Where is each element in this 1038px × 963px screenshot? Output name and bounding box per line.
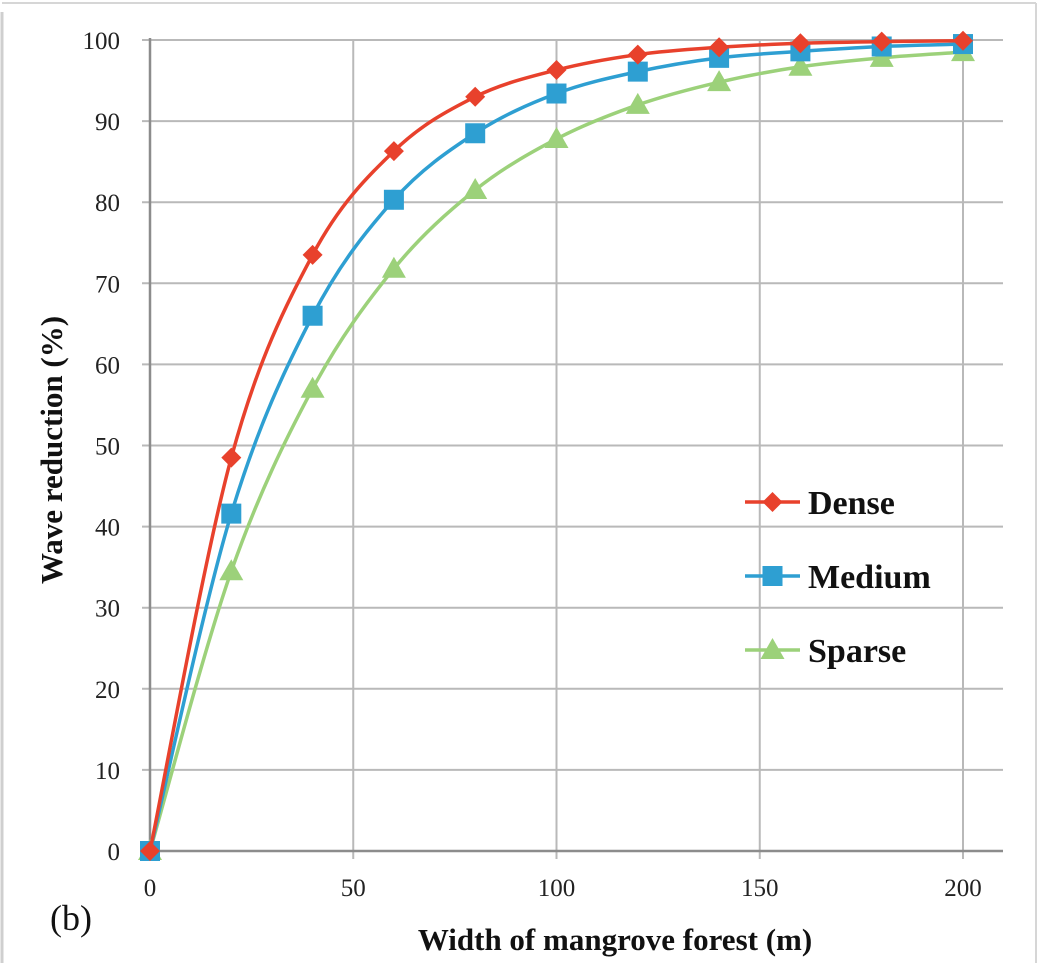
- y-tick-label: 80: [95, 190, 120, 217]
- legend: Dense Medium Sparse: [745, 485, 931, 670]
- gridlines: [142, 39, 1003, 859]
- x-tick-label: 0: [144, 875, 157, 902]
- y-tick-label: 90: [95, 109, 120, 136]
- data-point-medium: [465, 123, 486, 144]
- data-point-medium: [221, 503, 242, 524]
- legend-label-sparse: Sparse: [808, 633, 906, 670]
- y-tick-label: 100: [83, 28, 121, 55]
- legend-item-sparse: Sparse: [745, 633, 906, 670]
- legend-marker-sparse: [760, 638, 785, 659]
- data-point-dense: [790, 33, 811, 54]
- data-point-medium: [627, 61, 648, 82]
- data-point-medium: [302, 305, 323, 326]
- data-point-medium: [383, 189, 404, 210]
- data-point-dense: [140, 841, 160, 861]
- legend-item-medium: Medium: [745, 559, 931, 596]
- data-point-dense: [953, 30, 973, 51]
- data-point-sparse: [625, 92, 650, 114]
- data-point-sparse: [544, 126, 569, 148]
- y-tick-label: 0: [108, 839, 121, 866]
- data-point-dense: [627, 44, 648, 65]
- data-point-dense: [709, 37, 730, 58]
- y-axis-title: Wave reduction (%): [34, 316, 69, 584]
- y-tick-label: 70: [95, 271, 120, 298]
- data-point-sparse: [463, 178, 488, 200]
- y-tick-label: 10: [95, 758, 120, 785]
- series-dense: [140, 30, 973, 861]
- data-point-dense: [465, 86, 486, 107]
- x-tick-label: 150: [741, 875, 779, 902]
- legend-label-dense: Dense: [808, 485, 895, 522]
- x-axis-title: Width of mangrove forest (m): [418, 922, 812, 957]
- x-tick-label: 100: [538, 875, 576, 902]
- data-point-sparse: [788, 54, 813, 76]
- data-point-dense: [302, 244, 323, 265]
- y-tick-label: 20: [95, 677, 120, 704]
- data-point-dense: [546, 60, 567, 81]
- series-group: [138, 30, 975, 861]
- y-tick-label: 40: [95, 515, 120, 542]
- legend-marker-dense: [762, 492, 783, 512]
- data-point-sparse: [219, 559, 244, 581]
- data-point-medium: [546, 83, 567, 104]
- data-point-sparse: [300, 376, 325, 398]
- data-point-sparse: [707, 70, 732, 92]
- data-point-dense: [871, 31, 892, 52]
- y-tick-label: 60: [95, 352, 120, 379]
- tick-labels: 0 10 20 30 40 50 60 70 80 90 100 0 50 100 150 200: [83, 28, 982, 902]
- x-tick-label: 200: [944, 875, 982, 902]
- data-point-sparse: [381, 256, 406, 278]
- y-tick-label: 50: [95, 434, 120, 461]
- axes: [142, 38, 1003, 859]
- data-point-dense: [221, 447, 242, 468]
- y-tick-label: 30: [95, 596, 120, 623]
- data-point-medium: [709, 47, 730, 68]
- legend-item-dense: Dense: [745, 485, 895, 522]
- legend-marker-medium: [762, 566, 783, 586]
- data-point-dense: [383, 141, 404, 162]
- panel-label: (b): [50, 898, 92, 938]
- x-tick-label: 50: [341, 875, 366, 902]
- legend-label-medium: Medium: [808, 559, 931, 596]
